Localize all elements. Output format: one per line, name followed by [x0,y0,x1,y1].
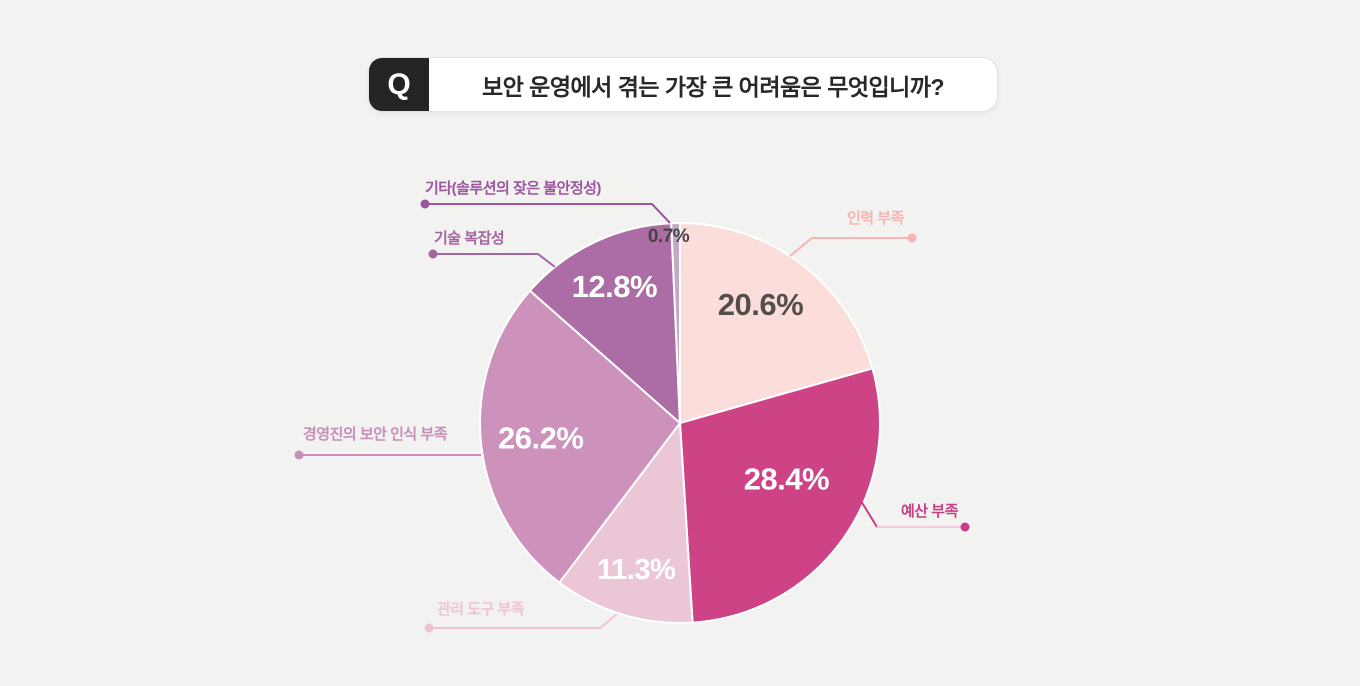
pie-value-label-3: 26.2% [498,420,583,455]
callout-dot-3 [294,450,304,460]
label-technical-complexity: 기술 복잡성 [434,230,505,247]
callout-dot-1 [960,522,970,532]
pie-value-label-0: 20.6% [718,287,803,322]
callout-dot-4 [428,249,438,259]
question-bar: Q 보안 운영에서 겪는 가장 큰 어려움은 무엇입니까? [368,57,998,112]
pie-slice-5 [670,221,681,424]
question-badge: Q [369,58,429,111]
callout-dot-0 [907,233,917,243]
label-other-solution-instability: 기타(솔루션의 잦은 불안정성) [425,180,601,197]
pie-slice-1 [679,367,881,624]
pie-value-label-1: 28.4% [744,462,829,497]
pie-slice-0 [679,222,874,424]
callout-line-5 [425,203,671,224]
callout-line-0 [789,237,912,257]
callout-dot-2 [424,623,434,633]
callout-line-2 [429,613,618,629]
pie-slice-3 [479,289,681,584]
pie-value-label-5: 0.7% [648,226,690,247]
callout-line-4 [433,253,556,268]
callout-dot-5 [420,199,430,209]
pie-value-label-2: 11.3% [597,554,676,586]
pie-value-label-4: 12.8% [572,269,657,304]
label-personnel-shortage: 인력 부족 [847,210,904,227]
pie-slice-4 [528,222,681,424]
question-title: 보안 운영에서 겪는 가장 큰 어려움은 무엇입니까? [481,73,945,100]
callout-line-1 [860,500,878,528]
pie-slice-2 [558,422,694,624]
label-executive-awareness-shortage: 경영진의 보안 인식 부족 [303,426,448,443]
label-management-tools-shortage: 관리 도구 부족 [437,601,525,618]
label-budget-shortage: 예산 부족 [901,503,958,520]
